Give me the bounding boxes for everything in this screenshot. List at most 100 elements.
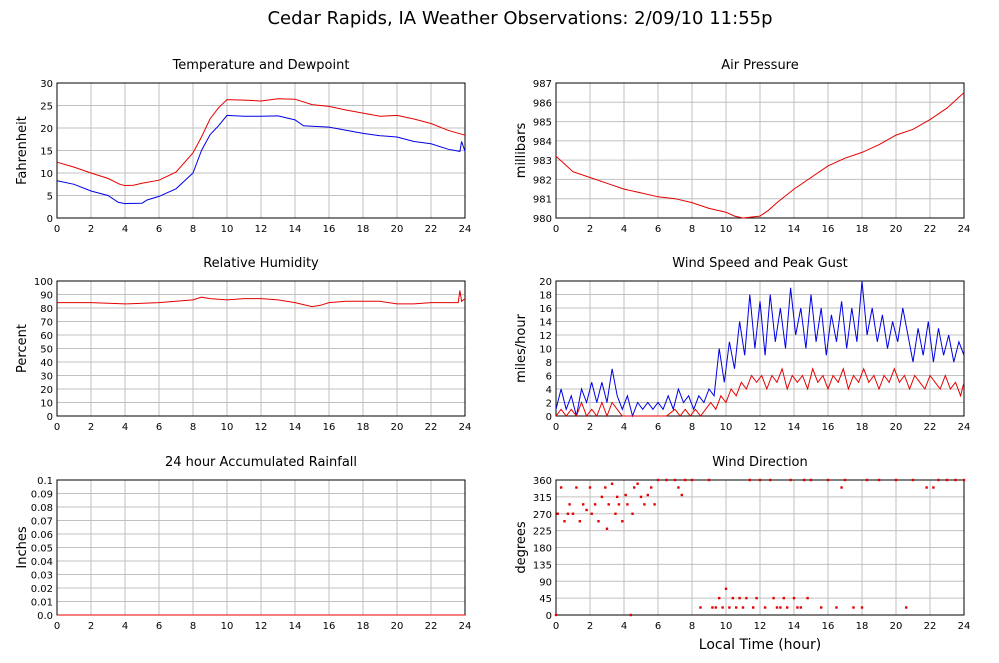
direction-data-point xyxy=(820,606,823,609)
page-title: Cedar Rapids, IA Weather Observations: 2… xyxy=(267,8,772,29)
temp-x-tick-label: 12 xyxy=(255,224,268,235)
wind-x-tick-label: 24 xyxy=(958,422,971,433)
direction-data-point xyxy=(588,486,592,489)
humidity-x-tick-label: 18 xyxy=(357,422,370,433)
temp-x-tick-label: 0 xyxy=(54,224,60,235)
pressure-y-axis-label: millibars xyxy=(514,123,529,179)
pressure-x-tick-label: 22 xyxy=(924,224,937,235)
direction-data-point xyxy=(656,478,660,482)
direction-data-point xyxy=(578,520,581,523)
direction-data-point xyxy=(629,613,632,617)
direction-data-point xyxy=(826,478,830,482)
direction-data-point xyxy=(707,478,711,482)
wind-x-tick-label: 22 xyxy=(924,422,937,433)
direction-data-point xyxy=(636,482,639,485)
rain-x-tick-label: 24 xyxy=(459,621,472,632)
direction-data-point xyxy=(789,478,792,482)
rain-x-tick-label: 2 xyxy=(88,621,94,632)
humidity-x-tick-label: 8 xyxy=(190,422,196,433)
direction-data-point xyxy=(714,606,717,609)
humidity-x-tick-label: 0 xyxy=(54,422,60,433)
rain-x-tick-label: 0 xyxy=(54,621,60,632)
humidity-y-tick-label: 70 xyxy=(40,318,53,329)
direction-data-point xyxy=(556,512,559,515)
direction-data-point xyxy=(690,478,694,482)
wind-y-tick-label: 18 xyxy=(539,291,552,302)
pressure-y-tick-label: 983 xyxy=(533,156,552,167)
direction-data-point xyxy=(650,486,653,489)
direction-data-point xyxy=(748,478,751,482)
pressure-y-tick-label: 987 xyxy=(533,79,552,90)
direction-data-point xyxy=(646,493,649,497)
direction-y-tick-label: 0 xyxy=(546,611,552,622)
direction-data-point xyxy=(877,478,881,482)
wind-x-tick-label: 2 xyxy=(587,422,593,433)
direction-x-tick-label: 0 xyxy=(553,621,559,632)
direction-data-point xyxy=(614,512,617,515)
humidity-x-tick-label: 6 xyxy=(156,422,162,433)
pressure-y-tick-label: 985 xyxy=(533,118,552,129)
rain-y-tick-label: 0.04 xyxy=(31,557,53,568)
direction-data-point xyxy=(925,486,928,489)
humidity-y-tick-label: 60 xyxy=(40,331,53,342)
direction-data-point xyxy=(559,486,563,489)
rain-x-tick-label: 16 xyxy=(323,621,336,632)
direction-data-point xyxy=(799,606,802,609)
pressure-series-line-1 xyxy=(555,92,965,219)
temp-x-tick-label: 8 xyxy=(190,224,196,235)
pressure-chart-title: Air Pressure xyxy=(721,58,799,73)
wind-y-tick-label: 20 xyxy=(539,277,552,288)
direction-x-tick-label: 4 xyxy=(621,621,627,632)
humidity-x-tick-label: 22 xyxy=(425,422,438,433)
direction-data-point xyxy=(568,503,571,506)
direction-data-point xyxy=(718,596,721,600)
rain-y-tick-label: 0.1 xyxy=(37,476,53,487)
pressure-x-tick-label: 18 xyxy=(856,224,869,235)
wind-y-axis-label: miles/hour xyxy=(514,313,529,382)
temp-x-tick-label: 20 xyxy=(391,224,404,235)
direction-data-point xyxy=(806,596,809,600)
direction-data-point xyxy=(571,512,575,515)
direction-data-point xyxy=(792,596,796,600)
rain-x-tick-label: 8 xyxy=(190,621,196,632)
rain-chart-title: 24 hour Accumulated Rainfall xyxy=(165,455,357,470)
direction-y-tick-label: 270 xyxy=(533,510,552,521)
temp-y-tick-label: 10 xyxy=(40,169,53,180)
direction-data-point xyxy=(653,503,656,506)
pressure-x-tick-label: 24 xyxy=(958,224,971,235)
direction-data-point xyxy=(721,606,724,609)
direction-y-tick-label: 90 xyxy=(539,577,552,588)
wind-x-tick-label: 18 xyxy=(856,422,869,433)
temp-series-line-2 xyxy=(56,114,466,205)
rain-x-tick-label: 18 xyxy=(357,621,370,632)
direction-data-point xyxy=(775,606,779,609)
pressure-y-tick-label: 982 xyxy=(533,175,552,186)
pressure-x-tick-label: 16 xyxy=(822,224,835,235)
humidity-y-tick-label: 10 xyxy=(40,399,53,410)
direction-data-point xyxy=(905,606,908,609)
pressure-x-tick-label: 10 xyxy=(720,224,733,235)
rain-x-tick-label: 20 xyxy=(391,621,404,632)
humidity-y-tick-label: 90 xyxy=(40,291,53,302)
rain-x-tick-label: 12 xyxy=(255,621,268,632)
rain-y-tick-label: 0.03 xyxy=(31,571,53,582)
pressure-x-tick-label: 0 xyxy=(553,224,559,235)
direction-y-tick-label: 315 xyxy=(533,493,552,504)
rain-y-tick-label: 0.06 xyxy=(31,530,53,541)
pressure-x-tick-label: 2 xyxy=(587,224,593,235)
direction-data-point xyxy=(566,512,570,515)
wind-y-tick-label: 0 xyxy=(546,412,552,423)
humidity-y-tick-label: 100 xyxy=(34,277,53,288)
pressure-x-tick-label: 12 xyxy=(754,224,767,235)
direction-x-tick-label: 18 xyxy=(856,621,869,632)
humidity-y-tick-label: 80 xyxy=(40,304,53,315)
direction-data-point xyxy=(840,486,843,489)
rain-x-tick-label: 14 xyxy=(289,621,302,632)
direction-data-point xyxy=(786,606,789,609)
direction-data-point xyxy=(617,503,621,506)
direction-data-point xyxy=(835,606,838,609)
x-axis-label: Local Time (hour) xyxy=(699,637,821,653)
